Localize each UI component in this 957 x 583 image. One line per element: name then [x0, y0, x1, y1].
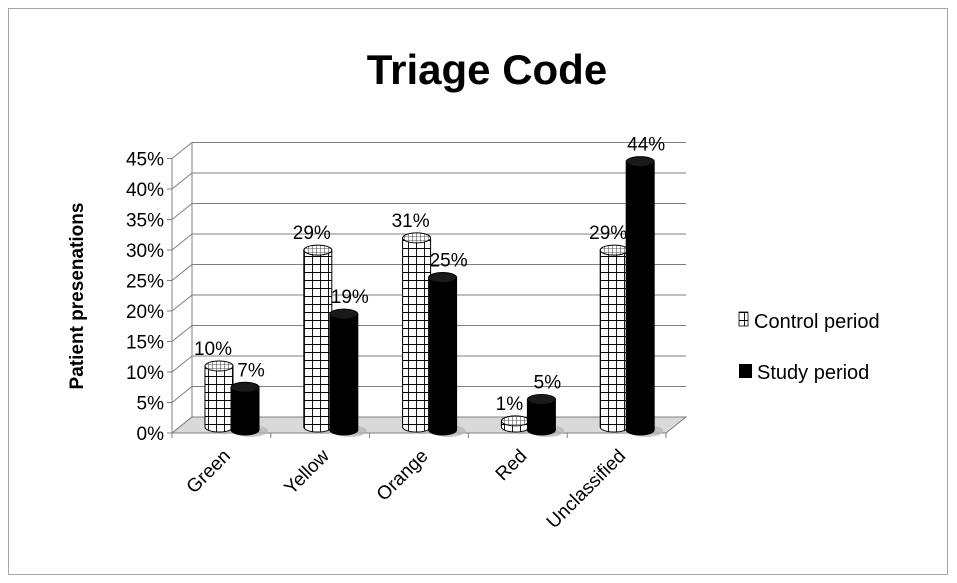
data-label-study: 25% — [430, 251, 468, 272]
legend-item-control: Control period — [738, 311, 880, 333]
chart-title: Triage Code — [367, 46, 607, 93]
x-axis-ticks: Green Yellow Orange Red Unclassified — [171, 433, 667, 533]
side-gridline — [171, 233, 193, 251]
y-axis-ticks: 0% 5% 10% 15% 20% 25% 30% 35% 40% 45% — [126, 150, 172, 445]
bar-top — [428, 272, 458, 283]
legend-label-study: Study period — [757, 362, 869, 384]
bar-study-yellow — [329, 308, 367, 437]
x-tick-label: Orange — [373, 446, 433, 506]
legend-swatch-study — [739, 364, 752, 378]
bars — [204, 156, 664, 437]
bar-body — [329, 313, 359, 436]
y-axis-title: Patient presenations — [67, 203, 88, 390]
bar-study-orange — [428, 272, 466, 437]
bar-body — [303, 249, 333, 433]
bar-body — [402, 237, 432, 433]
y-tick-label: 0% — [137, 424, 165, 445]
data-label-study: 44% — [627, 135, 665, 156]
bar-control-unclassified — [599, 244, 638, 434]
side-gridline — [171, 294, 193, 312]
side-gridline — [171, 355, 193, 373]
bar-top — [402, 232, 432, 244]
bar-top — [204, 360, 234, 372]
data-label-study: 19% — [331, 287, 369, 308]
legend: Control period Study period — [738, 311, 880, 384]
side-gridline — [171, 386, 193, 403]
side-gridline — [171, 264, 193, 281]
bar-top — [303, 244, 333, 256]
bar-study-green — [230, 381, 268, 437]
y-tick-label: 20% — [126, 302, 164, 323]
side-gridline — [171, 172, 193, 190]
data-label-control: 1% — [496, 394, 524, 415]
data-label-study: 5% — [534, 373, 562, 394]
y-tick-label: 40% — [126, 180, 164, 201]
bar-study-unclassified — [625, 156, 664, 437]
x-tick-label: Unclassified — [543, 446, 630, 533]
bar-body — [599, 249, 629, 433]
y-tick-label: 30% — [126, 241, 164, 262]
bar-top — [625, 156, 655, 168]
x-tick-label: Yellow — [281, 445, 334, 498]
y-tick-label: 25% — [126, 272, 164, 293]
y-tick-label: 45% — [126, 150, 164, 171]
legend-item-study: Study period — [739, 362, 869, 384]
data-label-study: 7% — [237, 360, 265, 381]
bar-body — [526, 399, 556, 436]
data-label-control: 10% — [194, 339, 232, 360]
bar-top — [230, 381, 260, 393]
y-tick-label: 5% — [137, 394, 165, 415]
y-tick-label: 10% — [126, 363, 164, 384]
bar-body — [428, 277, 458, 436]
side-gridline — [171, 142, 193, 159]
side-gridline — [171, 325, 193, 342]
data-labels: 10%7% 29% 19% 31%25% 1% 5% 29% 44% — [194, 135, 665, 415]
bar-body — [625, 161, 655, 436]
legend-label-control: Control period — [754, 311, 880, 333]
chart-frame — [8, 8, 948, 575]
bar-top — [526, 394, 556, 405]
y-tick-label: 35% — [126, 211, 164, 232]
bar-body — [204, 365, 234, 433]
x-tick-label: Green — [183, 446, 235, 498]
data-label-control: 29% — [589, 223, 627, 244]
x-tick-label: Red — [492, 446, 531, 485]
side-gridline — [171, 203, 193, 220]
bar-top — [329, 308, 359, 320]
data-label-control: 29% — [293, 223, 331, 244]
legend-swatch-control — [738, 311, 749, 327]
bar-control-orange — [402, 232, 440, 434]
y-tick-label: 15% — [126, 333, 164, 354]
data-label-control: 31% — [392, 211, 430, 232]
bar-top — [599, 244, 629, 256]
bar-study-red — [526, 394, 565, 437]
bar-body — [230, 386, 260, 436]
bar-top — [500, 415, 530, 427]
